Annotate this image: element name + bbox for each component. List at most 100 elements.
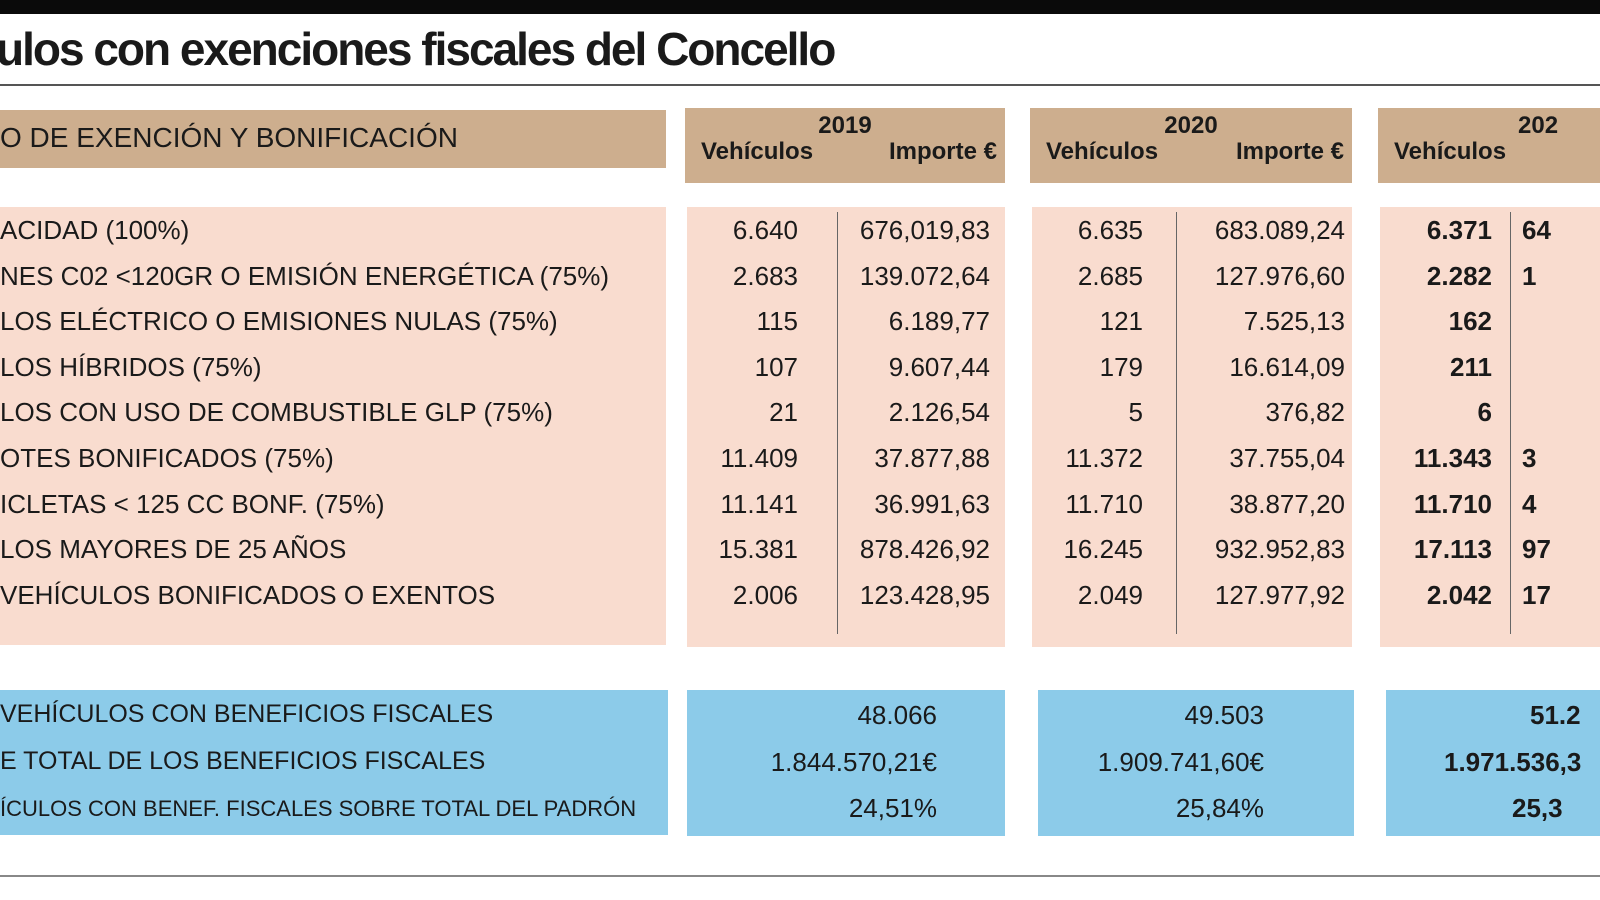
- vehicles-value: 115: [756, 306, 798, 337]
- vehicles-value: 11.710: [1065, 488, 1143, 519]
- vehicles-value: 121: [1099, 306, 1143, 337]
- year-totals-panel: [687, 690, 1005, 836]
- vehicles-value: 15.381: [718, 534, 798, 565]
- totals-value: 25,3: [1512, 793, 1563, 823]
- totals-value: 1.971.536,3: [1444, 746, 1582, 777]
- row-label: LOS MAYORES DE 25 AÑOS: [0, 534, 347, 565]
- amount-value: 127.977,92: [1214, 579, 1345, 610]
- row-label: NES C02 <120GR O EMISIÓN ENERGÉTICA (75%…: [0, 260, 610, 291]
- divider: [0, 875, 1600, 877]
- row-label: OTES BONIFICADOS (75%): [0, 443, 334, 473]
- row-label: LOS CON USO DE COMBUSTIBLE GLP (75%): [0, 397, 553, 428]
- row-label: LOS HÍBRIDOS (75%): [0, 351, 262, 382]
- year-data-panel: [1380, 207, 1600, 647]
- totals-value: 1.844.570,21€: [770, 746, 937, 777]
- amount-value: 139.072,64: [859, 260, 990, 291]
- year-totals-panel: [1038, 690, 1354, 836]
- amount-value: 2.126,54: [888, 397, 990, 428]
- label-panel: [0, 207, 666, 645]
- vehicles-value: 107: [754, 351, 798, 382]
- amount-column-header: Importe €: [1235, 138, 1344, 165]
- amount-value: 878.426,92: [859, 534, 990, 565]
- vehicles-value: 21: [769, 397, 798, 428]
- totals-value: 25,84%: [1175, 793, 1264, 823]
- totals-label: VEHÍCULOS CON BENEFICIOS FISCALES: [0, 700, 494, 728]
- amount-value: 38.877,20: [1229, 488, 1345, 519]
- year-header-2: 202 Vehículos: [1378, 108, 1600, 183]
- row-label: ICLETAS < 125 CC BONF. (75%): [0, 488, 385, 519]
- totals-label: ÍCULOS CON BENEF. FISCALES SOBRE TOTAL D…: [0, 796, 637, 821]
- amount-value: 17: [1522, 579, 1551, 610]
- row-label: LOS ELÉCTRICO O EMISIONES NULAS (75%): [0, 306, 558, 337]
- amount-value: 36.991,63: [874, 488, 990, 519]
- totals-value: 1.909.741,60€: [1097, 746, 1264, 777]
- year-data-panel: [1032, 207, 1352, 647]
- amount-value: 376,82: [1265, 397, 1345, 428]
- divider: [0, 84, 1600, 86]
- totals-value: 48.066: [857, 700, 937, 730]
- amount-column-header: Importe €: [888, 138, 997, 165]
- amount-value: 64: [1522, 215, 1551, 245]
- column-divider: [1510, 212, 1511, 634]
- vehicles-value: 2.042: [1426, 579, 1492, 610]
- vehicles-column-header: Vehículos: [1394, 138, 1507, 165]
- amount-value: 127.976,60: [1214, 260, 1345, 291]
- vehicles-value: 179: [1099, 351, 1143, 382]
- vehicles-value: 11.710: [1413, 488, 1492, 519]
- amount-value: 676,019,83: [859, 215, 990, 245]
- year-header-0: 2019 Vehículos Importe €: [685, 108, 1005, 183]
- amount-value: 123.428,95: [859, 579, 990, 610]
- totals-value: 24,51%: [848, 793, 937, 823]
- amount-value: 3: [1522, 443, 1537, 473]
- vehicles-column-header: Vehículos: [701, 138, 814, 165]
- vehicles-value: 2.683: [732, 260, 798, 291]
- column-divider: [1176, 212, 1177, 634]
- amount-value: 6.189,77: [888, 306, 990, 337]
- row-label: ACIDAD (100%): [0, 215, 190, 245]
- year-label: 202: [1518, 112, 1559, 139]
- column-divider: [837, 212, 838, 634]
- amount-value: 16.614,09: [1229, 351, 1345, 382]
- vehicles-value: 5: [1128, 397, 1143, 428]
- amount-value: 7.525,13: [1243, 306, 1345, 337]
- totals-label: E TOTAL DE LOS BENEFICIOS FISCALES: [0, 746, 486, 775]
- vehicles-value: 11.343: [1413, 443, 1492, 473]
- year-totals-panel: [1386, 690, 1600, 836]
- vehicles-value: 6.635: [1077, 215, 1143, 245]
- vehicles-column-header: Vehículos: [1046, 138, 1159, 165]
- vehicles-value: 17.113: [1413, 534, 1492, 565]
- header-label: O DE EXENCIÓN Y BONIFICACIÓN: [0, 122, 458, 153]
- vehicles-value: 2.006: [732, 579, 798, 610]
- totals-value: 51.2: [1530, 700, 1581, 730]
- amount-value: 1: [1522, 260, 1537, 291]
- vehicles-value: 2.282: [1426, 260, 1492, 291]
- row-label: VEHÍCULOS BONIFICADOS O EXENTOS: [0, 579, 496, 610]
- amount-value: 37.755,04: [1229, 443, 1345, 473]
- vehicles-value: 2.685: [1077, 260, 1143, 291]
- vehicles-value: 16.245: [1063, 534, 1143, 565]
- amount-value: 683.089,24: [1214, 215, 1345, 245]
- vehicles-value: 6.371: [1426, 215, 1492, 245]
- page-title: ulos con exenciones fiscales del Concell…: [0, 23, 836, 75]
- vehicles-value: 162: [1448, 306, 1492, 337]
- totals-value: 49.503: [1184, 700, 1264, 730]
- totals-label-panel: [0, 690, 668, 835]
- vehicles-value: 6: [1477, 397, 1492, 428]
- top-bar: [0, 0, 1600, 14]
- vehicles-value: 211: [1450, 351, 1492, 382]
- year-header-1: 2020 Vehículos Importe €: [1030, 108, 1352, 183]
- year-label: 2020: [1164, 112, 1218, 139]
- amount-value: 932.952,83: [1214, 534, 1345, 565]
- year-label: 2019: [818, 112, 872, 139]
- year-data-panel: [687, 207, 1005, 647]
- header-label-box: O DE EXENCIÓN Y BONIFICACIÓN: [0, 110, 666, 168]
- vehicles-value: 11.409: [720, 443, 798, 473]
- vehicles-value: 11.141: [720, 488, 798, 519]
- amount-value: 37.877,88: [874, 443, 990, 473]
- vehicles-value: 6.640: [732, 215, 798, 245]
- vehicles-value: 11.372: [1065, 443, 1143, 473]
- amount-value: 9.607,44: [888, 351, 990, 382]
- amount-value: 97: [1522, 534, 1551, 565]
- vehicles-value: 2.049: [1077, 579, 1143, 610]
- amount-value: 4: [1522, 488, 1537, 519]
